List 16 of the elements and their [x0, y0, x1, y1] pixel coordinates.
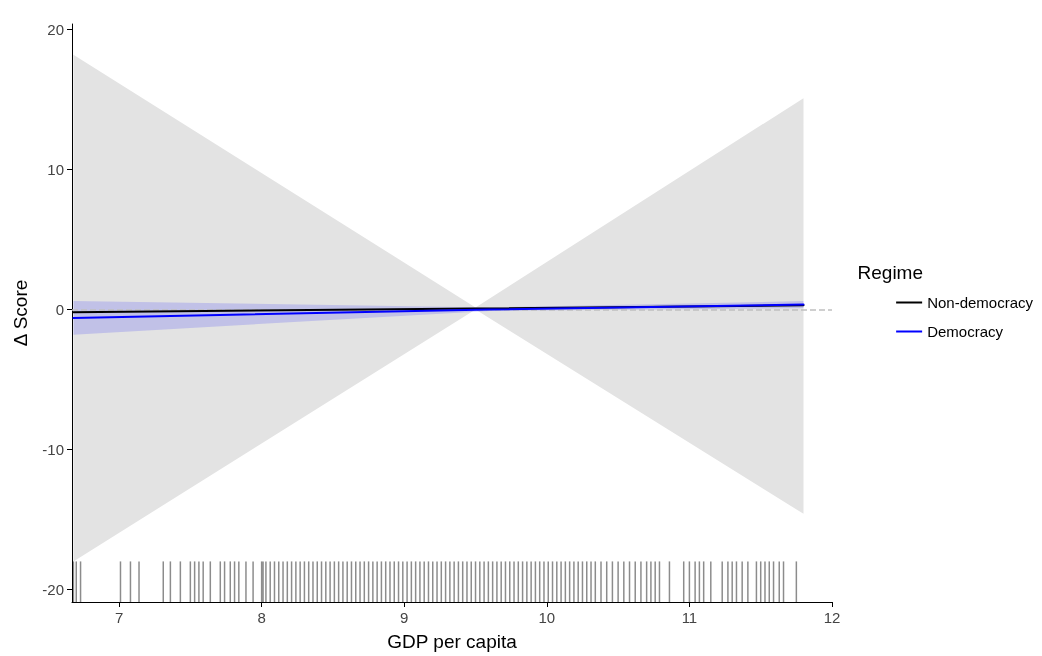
x-tick-label: 8 [257, 609, 266, 626]
y-tick-label: 20 [47, 21, 64, 39]
legend-label: Non-democracy [927, 294, 1034, 311]
y-axis-title: Δ Score [10, 279, 31, 347]
legend-title: Regime [857, 262, 924, 283]
x-tick-label: 9 [400, 609, 409, 626]
y-tick-label: -10 [42, 440, 64, 458]
x-tick-label: 7 [114, 609, 124, 626]
x-axis-title: GDP per capita [387, 631, 518, 652]
y-tick-label: -20 [42, 580, 64, 598]
legend-label: Democracy [927, 323, 1004, 340]
x-tick-label: 11 [681, 609, 698, 626]
x-tick-label: 10 [538, 609, 556, 626]
y-tick-label: 0 [55, 301, 64, 318]
y-tick-label: 10 [47, 161, 64, 179]
x-tick-label: 12 [823, 609, 841, 626]
